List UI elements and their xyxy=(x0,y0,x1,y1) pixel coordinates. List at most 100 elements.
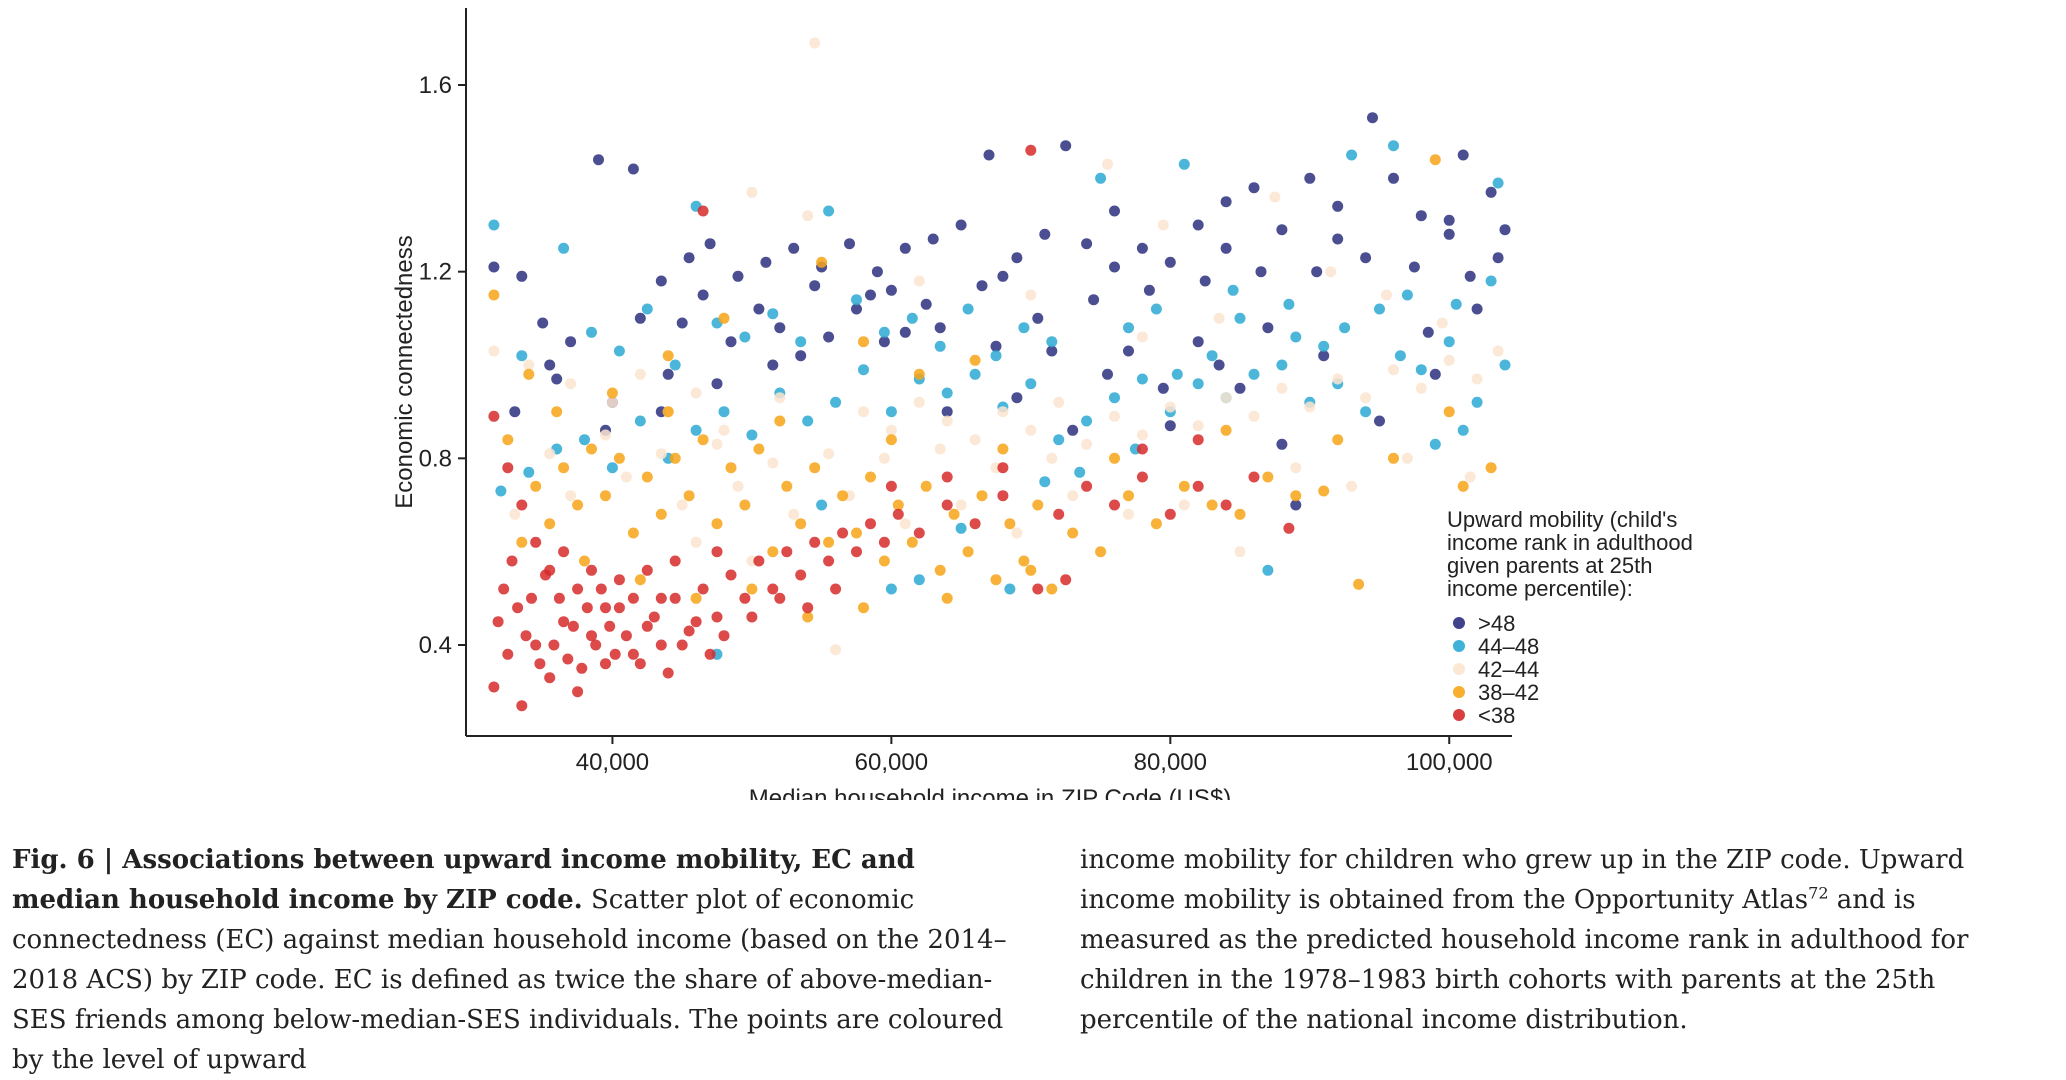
point-series-2-9 xyxy=(774,392,786,404)
point-series-1-68 xyxy=(634,415,646,427)
point-series-2-51 xyxy=(620,471,632,483)
point-series-0-83 xyxy=(878,336,890,348)
point-series-1-1 xyxy=(516,350,528,362)
point-series-3-49 xyxy=(1290,490,1302,502)
point-series-4-19 xyxy=(753,555,765,567)
point-series-4-17 xyxy=(725,569,737,581)
point-series-4-28 xyxy=(878,536,890,548)
point-series-1-54 xyxy=(1025,378,1037,390)
point-series-2-21 xyxy=(1109,410,1120,422)
point-series-0-42 xyxy=(1192,336,1204,348)
point-series-4-93 xyxy=(941,471,953,483)
point-series-2-45 xyxy=(955,499,967,511)
point-series-4-91 xyxy=(1032,583,1044,595)
point-series-2-63 xyxy=(1046,452,1058,464)
point-series-0-80 xyxy=(1046,345,1058,357)
point-series-3-10 xyxy=(627,527,639,539)
y-tick-label: 0.4 xyxy=(419,632,452,659)
caption-right-text-2: and is measured as the predicted househo… xyxy=(1080,885,1969,1035)
point-series-2-44 xyxy=(1011,527,1023,539)
point-series-0-28 xyxy=(1276,224,1288,236)
point-series-2-25 xyxy=(1220,392,1232,404)
point-series-4-22 xyxy=(795,569,807,581)
point-series-1-84 xyxy=(955,522,967,534)
point-series-3-76 xyxy=(997,443,1009,455)
point-series-0-86 xyxy=(711,378,723,390)
point-series-4-94 xyxy=(997,462,1009,474)
point-series-1-87 xyxy=(1039,476,1051,488)
points-layer xyxy=(488,37,1511,712)
point-series-0-71 xyxy=(1464,270,1476,282)
point-series-1-20 xyxy=(1046,336,1058,348)
point-series-3-28 xyxy=(878,555,890,567)
point-series-2-37 xyxy=(1401,452,1413,464)
point-series-4-13 xyxy=(669,592,681,604)
point-series-3-66 xyxy=(634,574,646,586)
point-series-1-59 xyxy=(885,406,897,418)
point-series-0-6 xyxy=(683,252,695,264)
point-series-0-39 xyxy=(1374,415,1385,427)
point-series-2-15 xyxy=(941,415,953,427)
point-series-1-79 xyxy=(1283,298,1295,310)
point-series-4-44 xyxy=(488,410,500,422)
point-series-4-38 xyxy=(1136,471,1148,483)
point-series-1-28 xyxy=(1262,564,1274,576)
point-series-4-5 xyxy=(558,616,570,628)
point-series-4-32 xyxy=(969,518,981,530)
point-series-1-64 xyxy=(746,429,758,441)
point-series-1-9 xyxy=(739,331,751,343)
point-series-3-35 xyxy=(976,490,988,502)
point-series-3-19 xyxy=(753,443,765,455)
point-series-0-12 xyxy=(844,238,855,250)
point-series-4-82 xyxy=(676,639,688,651)
point-series-2-72 xyxy=(690,536,702,548)
point-series-3-61 xyxy=(662,350,674,362)
point-series-0-34 xyxy=(1443,228,1455,240)
point-series-1-66 xyxy=(690,424,702,436)
point-series-0-90 xyxy=(676,317,688,329)
point-series-3-5 xyxy=(558,462,570,474)
point-series-3-75 xyxy=(885,434,897,446)
point-series-0-92 xyxy=(885,284,897,296)
point-series-0-17 xyxy=(983,149,995,161)
point-series-4-20 xyxy=(767,583,779,595)
point-series-1-57 xyxy=(941,387,953,399)
x-tick-label: 100,000 xyxy=(1406,749,1493,776)
point-series-1-13 xyxy=(851,294,862,306)
point-series-4-70 xyxy=(562,653,574,665)
point-series-2-76 xyxy=(1136,331,1148,343)
point-series-0-41 xyxy=(1234,382,1246,394)
point-series-0-51 xyxy=(662,368,674,380)
point-series-4-31 xyxy=(941,499,953,511)
point-series-4-79 xyxy=(634,658,646,670)
point-series-0-22 xyxy=(1109,205,1120,217)
point-series-0-58 xyxy=(753,303,765,315)
point-series-2-58 xyxy=(767,457,779,469)
point-series-4-90 xyxy=(1060,574,1072,586)
point-series-0-66 xyxy=(1199,275,1211,287)
point-series-4-8 xyxy=(600,658,611,670)
point-series-0-44 xyxy=(1067,424,1079,436)
point-series-0-96 xyxy=(1332,233,1344,245)
point-series-0-29 xyxy=(1304,172,1316,184)
point-series-4-85 xyxy=(718,630,730,642)
point-series-1-83 xyxy=(1485,275,1497,287)
point-series-4-71 xyxy=(567,620,579,632)
point-series-3-46 xyxy=(1206,499,1218,511)
point-series-1-19 xyxy=(1018,322,1030,334)
point-series-0-98 xyxy=(1276,438,1288,450)
point-series-2-71 xyxy=(802,210,814,222)
point-series-2-32 xyxy=(1415,382,1427,394)
point-series-3-13 xyxy=(669,452,681,464)
point-series-1-38 xyxy=(1499,359,1511,371)
legend-swatch xyxy=(1453,663,1465,675)
legend-label: 38–42 xyxy=(1478,680,1539,705)
point-series-4-27 xyxy=(865,518,876,530)
point-series-0-20 xyxy=(1060,140,1072,152)
point-series-3-1 xyxy=(502,434,514,446)
point-series-3-70 xyxy=(858,602,869,614)
point-series-4-66 xyxy=(534,658,546,670)
point-series-1-62 xyxy=(802,415,814,427)
point-series-3-14 xyxy=(683,490,695,502)
point-series-1-29 xyxy=(1290,331,1302,343)
